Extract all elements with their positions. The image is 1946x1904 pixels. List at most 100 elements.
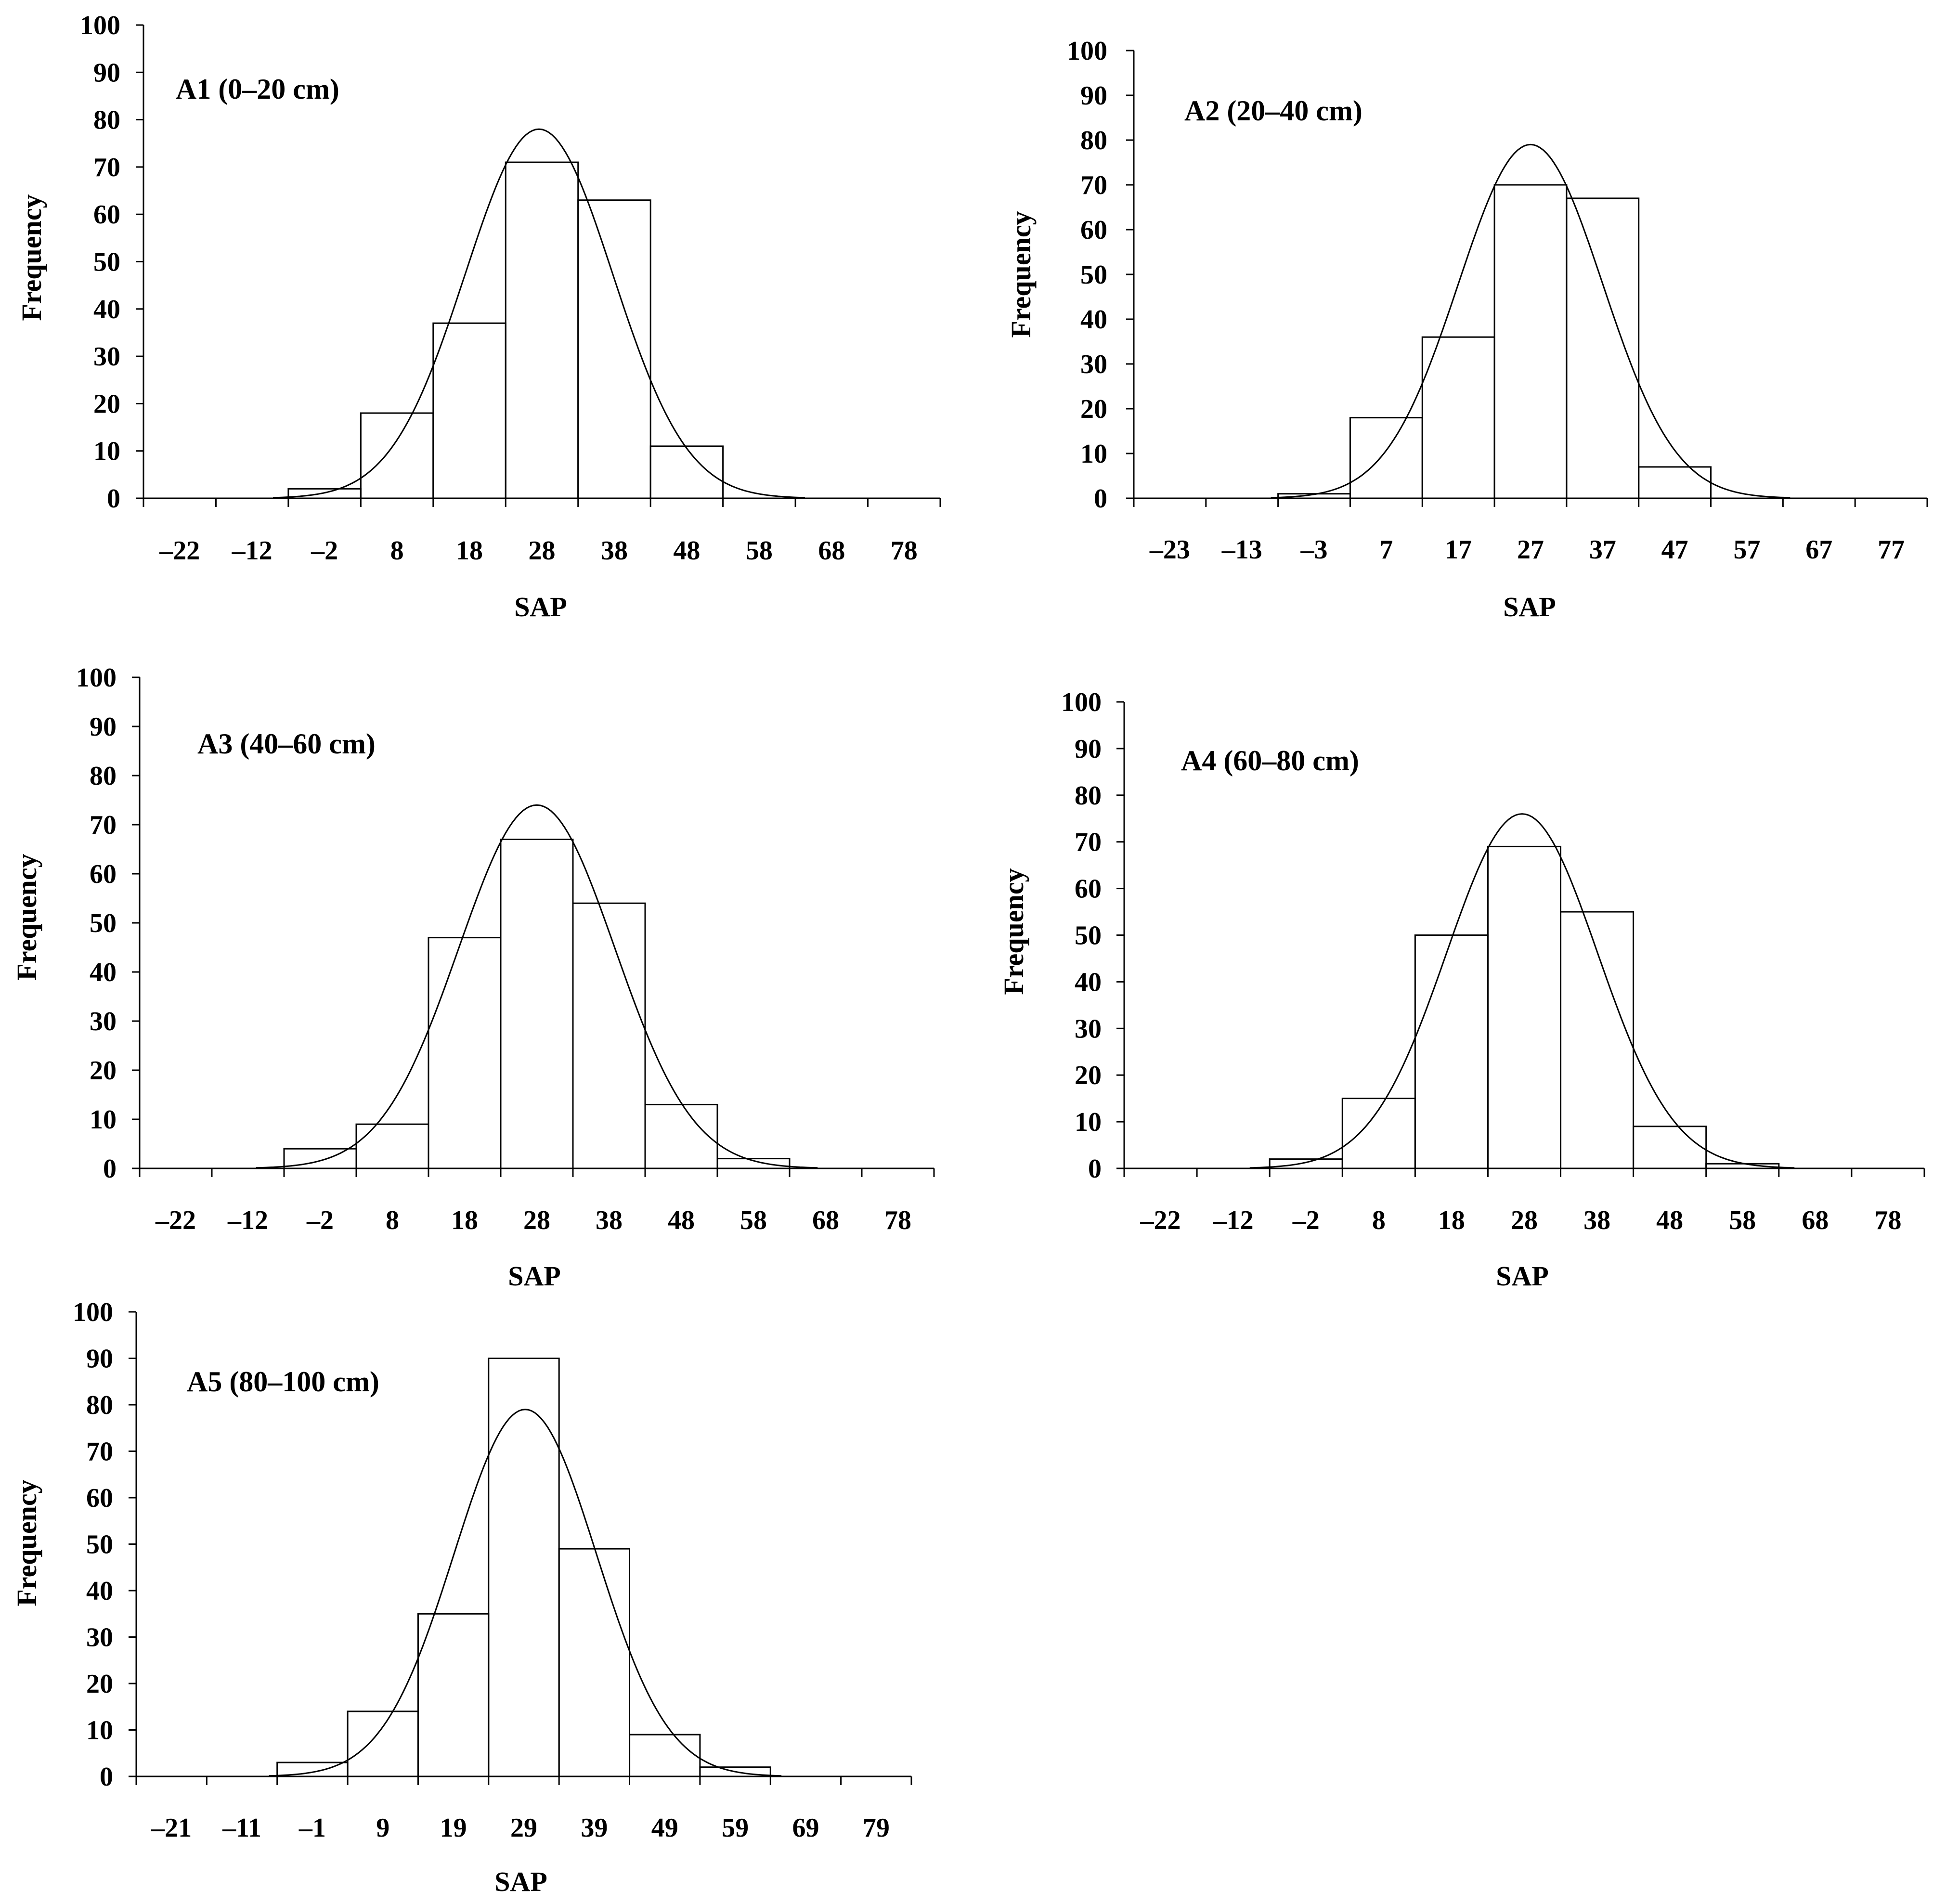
x-tick-label: 39 [581, 1813, 608, 1843]
plot-area: 0 10 20 30 40 50 60 70 80 90 100 –22 –12 –2 8 18 28 38 48 5… [76, 663, 935, 1235]
y-tick-label: 30 [93, 342, 120, 372]
chart-panel-a5: A5 (80–100 cm) Frequency SAP 0 10 20 30 40 50… [11, 1297, 912, 1897]
histogram-bar [1633, 1126, 1707, 1169]
y-axis-label: Frequency [16, 194, 47, 321]
x-tick-label: 68 [1802, 1205, 1829, 1235]
x-tick-label: –2 [311, 536, 338, 566]
plot-area: 0 10 20 30 40 50 60 70 80 90 100 –21 –11 –1 9 19 29 39 49 5… [73, 1297, 912, 1843]
y-tick-label: 0 [100, 1762, 113, 1792]
y-axis-label: Frequency [1005, 211, 1037, 337]
y-tick-label: 70 [90, 810, 117, 840]
x-tick-label: –12 [227, 1205, 268, 1235]
y-tick-label: 70 [1075, 828, 1102, 857]
x-tick-label: –1 [298, 1813, 326, 1843]
y-tick-label: 0 [103, 1154, 117, 1184]
x-tick-label: –3 [1300, 535, 1328, 565]
y-tick-label: 0 [107, 484, 120, 514]
chart-title: A5 (80–100 cm) [187, 1366, 379, 1398]
y-tick-label: 70 [1080, 170, 1107, 200]
x-tick-label: 17 [1445, 535, 1472, 565]
x-tick-label: 47 [1661, 535, 1688, 565]
histogram-bar [1566, 197, 1640, 499]
y-tick-label: 90 [1080, 81, 1107, 111]
x-tick-label: 77 [1878, 535, 1905, 565]
y-tick-label: 40 [1080, 305, 1107, 335]
x-tick-label: 48 [1656, 1205, 1683, 1235]
x-tick-label: 48 [673, 536, 700, 566]
x-tick-label: 29 [510, 1813, 537, 1843]
x-tick-label: 58 [740, 1205, 767, 1235]
y-tick-label: 60 [90, 859, 117, 889]
chart-panel-a2: A2 (20–40 cm) Frequency SAP 0 10 20 30 40 50 6… [1005, 36, 1928, 622]
y-tick-label: 30 [1075, 1014, 1102, 1044]
x-tick-label: 58 [1729, 1205, 1756, 1235]
y-tick-label: 100 [80, 11, 120, 40]
y-tick-label: 90 [93, 58, 120, 88]
y-tick-label: 90 [86, 1344, 113, 1374]
y-tick-label: 60 [93, 200, 120, 230]
x-tick-label: 38 [1583, 1205, 1610, 1235]
y-tick-label: 0 [1088, 1154, 1102, 1184]
normal-fit-curve [272, 128, 805, 499]
chart-title: A3 (40–60 cm) [197, 728, 376, 760]
normal-fit-curve [269, 1409, 782, 1777]
y-tick-label: 40 [90, 958, 117, 987]
histogram-bar [572, 902, 646, 1169]
x-tick-label: 28 [1511, 1205, 1538, 1235]
y-tick-label: 60 [1075, 874, 1102, 904]
x-tick-label: 28 [529, 536, 556, 566]
y-tick-label: 20 [93, 389, 120, 419]
y-tick-label: 40 [86, 1576, 113, 1606]
x-tick-label: 19 [440, 1813, 467, 1843]
x-tick-label: 8 [386, 1205, 399, 1235]
x-tick-label: 18 [451, 1205, 478, 1235]
histogram-bar [644, 1103, 718, 1169]
x-tick-label: –22 [159, 536, 200, 566]
y-tick-label: 10 [93, 437, 120, 466]
x-tick-label: 27 [1517, 535, 1544, 565]
x-tick-label: –13 [1221, 535, 1262, 565]
y-tick-label: 90 [1075, 734, 1102, 764]
x-tick-label: 67 [1805, 535, 1832, 565]
y-tick-label: 50 [93, 247, 120, 277]
normal-fit-curve [1271, 143, 1790, 499]
plot-area: 0 10 20 30 40 50 60 70 80 90 100 –22 –12 –2 8 18 28 38 48 5… [80, 11, 941, 566]
x-tick-label: 38 [601, 536, 628, 566]
x-tick-label: –2 [1292, 1205, 1320, 1235]
y-tick-label: 10 [1075, 1107, 1102, 1137]
y-tick-label: 10 [90, 1105, 117, 1135]
x-tick-label: 49 [651, 1813, 678, 1843]
chart-panel-a3: A3 (40–60 cm) Frequency SAP 0 10 20 30 40 50 6… [11, 663, 935, 1292]
y-tick-label: 90 [90, 712, 117, 742]
x-tick-label: –11 [222, 1813, 261, 1843]
chart-title: A2 (20–40 cm) [1184, 95, 1362, 127]
plot-area: 0 10 20 30 40 50 60 70 80 90 100 –23 –13 –3 7 17 27 37 47 5… [1067, 36, 1928, 565]
x-tick-label: 68 [812, 1205, 839, 1235]
chart-panel-a4: A4 (60–80 cm) Frequency SAP 0 10 20 30 40 50 6… [998, 687, 1925, 1292]
x-tick-label: –12 [232, 536, 272, 566]
y-tick-label: 20 [1080, 394, 1107, 424]
x-tick-label: 78 [1874, 1205, 1901, 1235]
y-tick-label: 20 [1075, 1061, 1102, 1090]
x-tick-label: 57 [1733, 535, 1760, 565]
x-tick-label: 18 [456, 536, 483, 566]
y-tick-label: 80 [86, 1390, 113, 1420]
x-tick-label: 68 [818, 536, 845, 566]
y-tick-label: 50 [86, 1530, 113, 1560]
x-tick-label: 8 [390, 536, 404, 566]
y-tick-label: 40 [93, 295, 120, 324]
x-tick-label: –23 [1149, 535, 1190, 565]
y-tick-label: 80 [1080, 126, 1107, 155]
x-tick-label: 9 [376, 1813, 389, 1843]
histogram-bar [629, 1734, 701, 1777]
y-tick-label: 30 [86, 1623, 113, 1653]
y-tick-label: 100 [1061, 687, 1102, 717]
y-tick-label: 60 [1080, 215, 1107, 245]
x-axis-label: SAP [1496, 1260, 1549, 1292]
normal-fit-curve [1249, 813, 1795, 1169]
y-tick-label: 80 [1075, 781, 1102, 811]
x-tick-label: 37 [1589, 535, 1616, 565]
x-tick-label: –22 [155, 1205, 196, 1235]
y-tick-label: 50 [90, 908, 117, 938]
